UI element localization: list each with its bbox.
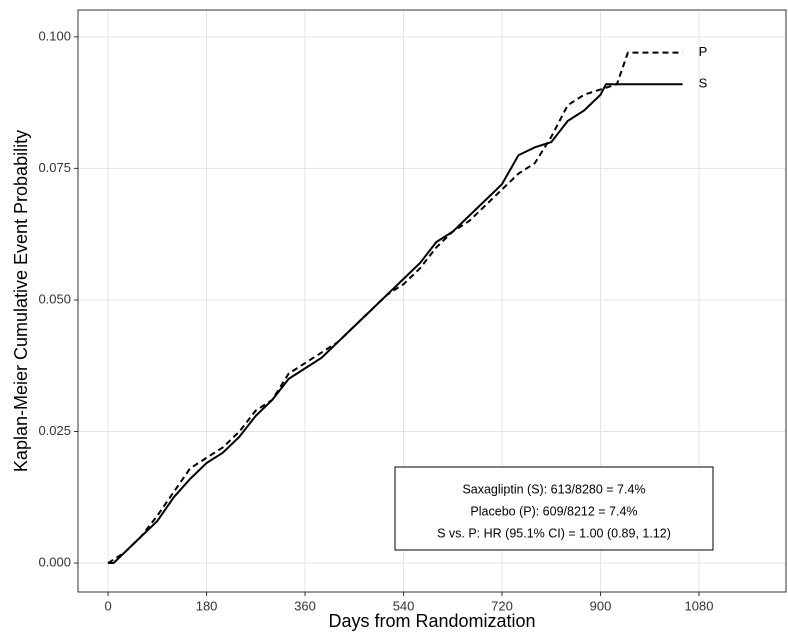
annotation-box (394, 466, 714, 551)
x-axis-title: Days from Randomization (328, 611, 535, 631)
lines (107, 51, 683, 565)
km-curve (107, 51, 683, 564)
annotation: S vs. P: HR (95.1% CI) = 1.00 (0.89, 1.1… (437, 526, 671, 540)
x-tick-label: 1080 (685, 598, 714, 613)
x-tick-label: 900 (590, 598, 612, 613)
plot-frame (77, 9, 787, 593)
x-tick-label: 720 (491, 598, 513, 613)
y-tick-label: 0.000 (38, 554, 71, 569)
x-tick-label: 0 (104, 598, 111, 613)
x-tick-label: 360 (294, 598, 316, 613)
series-label: S (699, 76, 708, 91)
km-curve (108, 83, 683, 565)
x-tick-label: 180 (196, 598, 218, 613)
annotation: Placebo (P): 609/8212 = 7.4% (470, 504, 637, 518)
y-axis-title: Kaplan-Meier Cumulative Event Probabilit… (11, 130, 31, 472)
x-tick-label: 540 (393, 598, 415, 613)
y-tick-label: 0.100 (38, 28, 71, 43)
annotation: Saxagliptin (S): 613/8280 = 7.4% (462, 482, 645, 496)
y-tick-label: 0.075 (38, 160, 71, 175)
y-tick-label: 0.025 (38, 423, 71, 438)
y-tick-label: 0.050 (38, 291, 71, 306)
series-label: P (699, 44, 708, 59)
